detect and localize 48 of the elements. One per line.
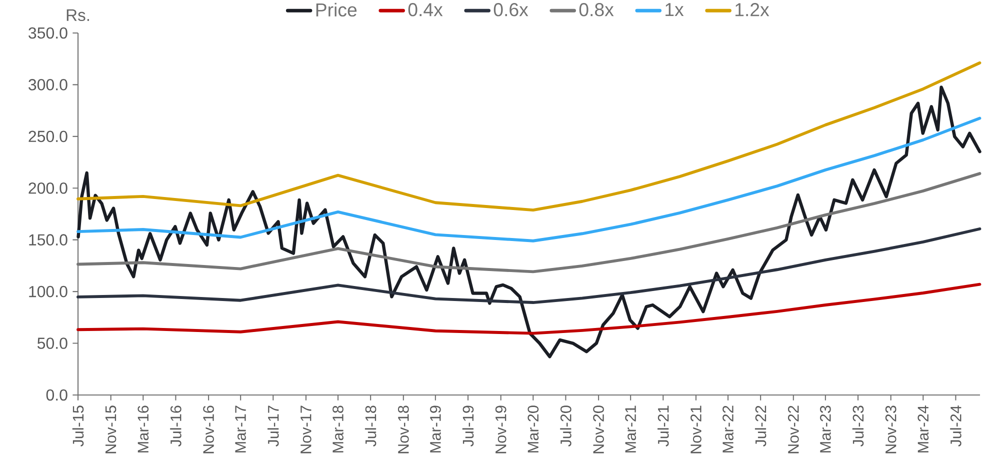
x-tick-label: Mar-19 — [430, 406, 441, 452]
y-tick-label: 300.0 — [28, 79, 68, 90]
y-axis-title: Rs. — [66, 9, 89, 22]
y-tick-label: 150.0 — [29, 234, 68, 246]
y-tick-label: 200.0 — [28, 182, 68, 194]
x-tick-label: Mar-23 — [820, 406, 831, 452]
x-tick-label: Mar-20 — [528, 406, 539, 452]
x-tick-label: Jul-22 — [754, 406, 766, 447]
y-tick-label: 100.0 — [29, 286, 68, 298]
x-tick-label: Nov-22 — [788, 406, 799, 454]
x-tick-label: Jul-16 — [170, 406, 182, 447]
line-series — [76, 61, 982, 212]
x-tick-label: Nov-15 — [106, 406, 116, 454]
x-tick-label: Mar-22 — [722, 406, 734, 452]
legend-label: 0.6x — [494, 3, 528, 16]
x-tick-label: Jul-19 — [462, 406, 474, 447]
x-tick-label: Nov-23 — [885, 406, 896, 454]
x-tick-label: Jul-23 — [852, 406, 864, 447]
line-series — [76, 227, 982, 304]
x-tick-label: Nov-19 — [495, 406, 506, 454]
legend-label: 0.4x — [408, 3, 443, 16]
x-tick-label: Jul-24 — [950, 405, 962, 447]
x-tick-label: Nov-21 — [690, 406, 702, 454]
y-tick-label: 0.0 — [46, 389, 68, 401]
line-series — [76, 86, 982, 358]
x-tick-label: Mar-21 — [625, 406, 636, 452]
legend-label: 1x — [666, 3, 684, 16]
x-tick-label: Jul-18 — [364, 406, 376, 447]
x-tick-label: Jul-15 — [72, 406, 84, 447]
x-tick-label: Mar-17 — [235, 406, 246, 452]
x-tick-label: Mar-16 — [138, 406, 149, 452]
x-tick-label: Nov-17 — [300, 406, 312, 454]
x-tick-label: Jul-21 — [658, 406, 669, 447]
y-tick-label: 350.0 — [28, 27, 68, 39]
legend-label: 0.8x — [579, 3, 614, 16]
x-tick-label: Nov-20 — [593, 406, 604, 454]
line-series — [76, 116, 982, 242]
legend-label: Price — [316, 2, 357, 17]
x-tick-label: Nov-16 — [203, 406, 214, 454]
legend-label: 1.2x — [736, 3, 770, 16]
x-tick-label: Jul-20 — [560, 406, 572, 447]
x-tick-label: Mar-18 — [332, 406, 344, 452]
line-series — [76, 282, 982, 335]
x-tick-label: Jul-17 — [268, 406, 279, 447]
y-tick-label: 250.0 — [28, 130, 68, 142]
x-tick-label: Nov-18 — [398, 406, 409, 454]
x-tick-label: Mar-24 — [918, 405, 929, 452]
y-tick-label: 50.0 — [37, 338, 68, 349]
